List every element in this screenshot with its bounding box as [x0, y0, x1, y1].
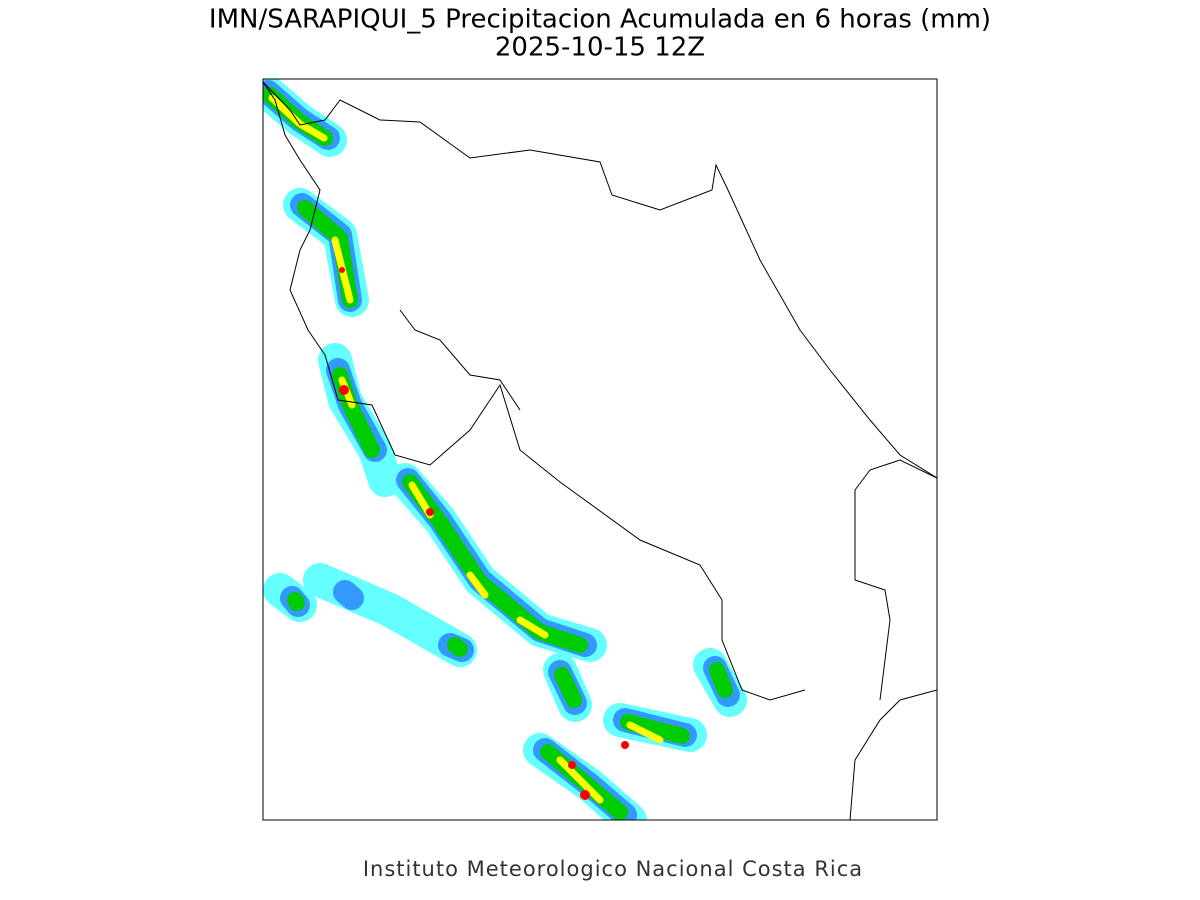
- title: IMN/SARAPIQUI_5 Precipitacion Acumulada …: [209, 5, 991, 35]
- footer: Instituto Meteorologico Nacional Costa R…: [363, 857, 863, 881]
- coastlines: [263, 81, 937, 820]
- precip-field: [263, 79, 747, 820]
- subtitle: 2025-10-15 12Z: [495, 33, 705, 63]
- map-frame: [262, 78, 938, 821]
